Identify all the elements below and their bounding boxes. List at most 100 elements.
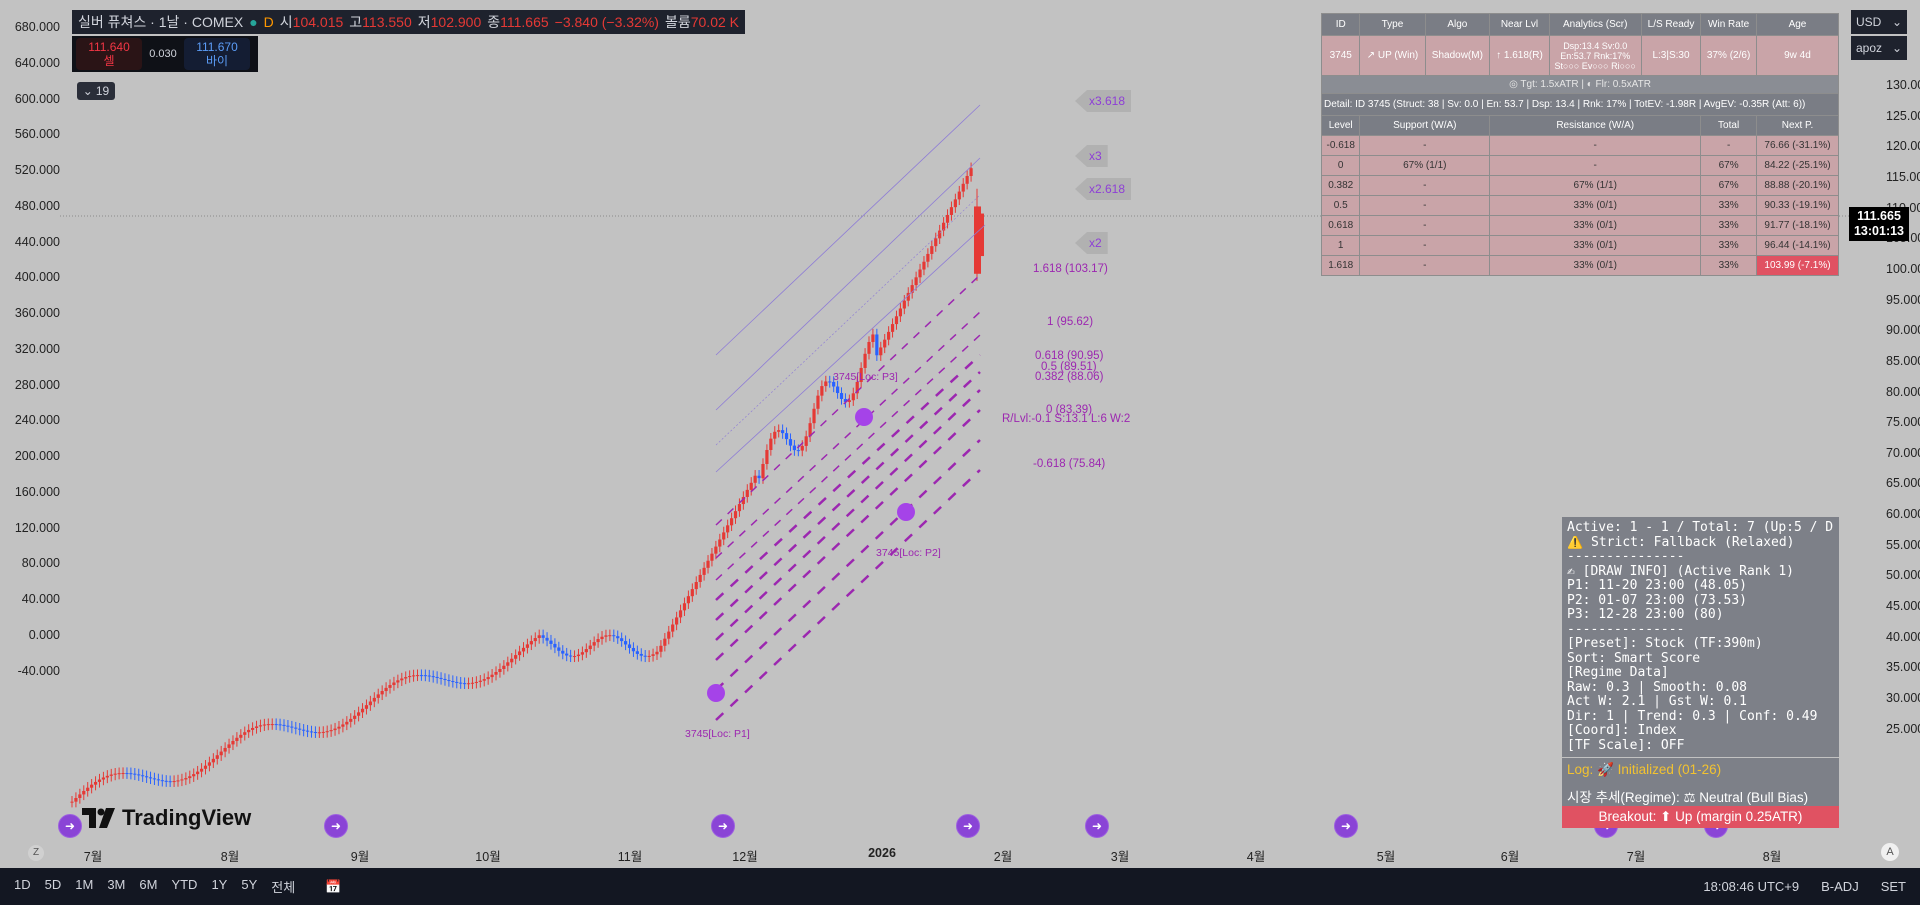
buy-button[interactable]: 111.670 바이 — [184, 38, 250, 70]
info-line: --------------- — [1567, 550, 1685, 564]
candle-body — [419, 675, 424, 677]
close-value: 111.665 — [500, 14, 549, 30]
currency-select[interactable]: USD ⌄ — [1851, 10, 1907, 34]
sell-button[interactable]: 111.640 셀 — [76, 38, 142, 70]
candle-body — [502, 665, 506, 670]
script-select[interactable]: apoz ⌄ — [1851, 36, 1907, 60]
clock[interactable]: 18:08:46 UTC+9 — [1703, 879, 1800, 894]
auto-scale-button[interactable]: A — [1881, 843, 1899, 861]
right-axis-tick: 100.000 — [1886, 261, 1920, 276]
candle-body — [545, 637, 549, 641]
candle-body — [918, 269, 922, 278]
candle-body — [227, 744, 231, 748]
compare-date-range-icon[interactable]: 📅 — [325, 878, 342, 894]
level-cell: 33% (0/1) — [1489, 235, 1702, 256]
fib-level-label: 0.618 (90.95) — [1035, 350, 1104, 362]
table-header-cell: Win Rate — [1700, 13, 1757, 36]
chevron-down-icon: ⌄ — [1891, 15, 1902, 29]
candle-body — [325, 731, 329, 733]
candle-body — [706, 560, 710, 568]
event-marker-icon[interactable]: ➜ — [58, 814, 82, 838]
chart-area[interactable]: 680.000 640.000 600.000 560.000 520.000 480.0… — [0, 0, 1920, 868]
channel-line — [715, 389, 981, 641]
indicators-toggle-button[interactable]: ⌄ 19 — [77, 82, 115, 100]
candle-body — [588, 645, 592, 650]
timeframe-button[interactable]: 1D — [14, 877, 31, 892]
candle-body — [663, 638, 667, 646]
candle-body — [156, 779, 160, 781]
candle-body — [86, 787, 90, 791]
candle-body — [294, 727, 298, 729]
candle-body — [616, 636, 620, 639]
pivot-point — [707, 684, 725, 702]
level-cell: - — [1359, 195, 1491, 216]
fib-level-label: 0 (83.39) — [1046, 404, 1093, 416]
left-axis-tick: 440.000 — [14, 234, 60, 249]
extension-line — [715, 194, 981, 446]
candle-body — [941, 222, 946, 231]
candle-body — [298, 728, 302, 730]
level-cell: 67% (1/1) — [1359, 155, 1491, 176]
level-cell: 67% — [1700, 155, 1757, 176]
level-cell: 1.618 — [1320, 255, 1361, 276]
session-button[interactable]: SET — [1880, 879, 1906, 894]
event-marker-icon[interactable]: ➜ — [324, 814, 348, 838]
candle-body — [451, 681, 455, 683]
detail-row: Detail: ID 3745 (Struct: 38 | Sv: 0.0 | … — [1321, 93, 1839, 116]
extension-label: x3 — [1075, 145, 1108, 167]
timeframe-button[interactable]: 5D — [44, 877, 62, 892]
candle-body — [455, 681, 459, 683]
event-marker-icon[interactable]: ➜ — [711, 814, 735, 838]
candle-body — [887, 331, 891, 340]
candle-body — [262, 724, 266, 726]
timeframe-button[interactable]: 전체 — [271, 880, 296, 895]
candle-body — [443, 678, 447, 681]
timeframe-button[interactable]: 1M — [75, 877, 94, 892]
right-axis-tick: 30.000 — [1886, 691, 1920, 705]
zoom-toggle-button[interactable]: Z — [28, 845, 44, 861]
candle-body — [553, 643, 557, 648]
timeframe-button[interactable]: 3M — [107, 877, 126, 892]
tradingview-logo[interactable]: TradingView — [82, 805, 251, 831]
candle-body — [376, 694, 380, 698]
channel-line — [715, 371, 981, 621]
timeframe-button[interactable]: YTD — [171, 877, 198, 892]
volume-label: 볼륨 — [664, 14, 691, 30]
candle-body — [569, 655, 573, 657]
cell-ready: L:3|S:30 — [1640, 35, 1702, 76]
candle-body — [824, 381, 828, 387]
candle-body — [855, 381, 859, 394]
target-row: ◎ Tgt: 1.5xATR | ◐ Flr: 0.5xATR — [1321, 75, 1839, 94]
extension-line — [715, 104, 981, 356]
open-label: 시 — [279, 14, 293, 30]
info-line: [Preset]: Stock (TF:390m) — [1567, 637, 1763, 651]
low-label: 저 — [417, 14, 431, 30]
draw-info-panel: Active: 1 - 1 / Total: 7 (Up:5 / Dn:0)⚠️… — [1562, 517, 1839, 757]
cell-age: 9w 4d — [1755, 35, 1840, 76]
timeframe-button[interactable]: 1Y — [211, 877, 228, 892]
time-axis-tick: 9월 — [350, 850, 370, 864]
left-axis-tick: 200.000 — [14, 449, 60, 463]
volume-value: 70.02 K — [690, 14, 739, 30]
timeframe-button[interactable]: 6M — [139, 877, 158, 892]
candle-body — [930, 246, 934, 254]
level-cell: - — [1359, 135, 1491, 156]
timeframe-button[interactable]: 5Y — [241, 877, 258, 892]
candle-body — [608, 635, 612, 637]
candle-body — [258, 725, 263, 727]
event-marker-icon[interactable]: ➜ — [956, 814, 980, 838]
price-plot[interactable] — [0, 0, 1920, 868]
table-header-cell: ID — [1320, 13, 1361, 36]
symbol-legend[interactable]: 실버 퓨쳐스 · 1날 · COMEX ● D 시104.015 고113.55… — [72, 10, 745, 34]
level-cell: 88.88 (-20.1%) — [1755, 175, 1840, 196]
candle-body — [148, 777, 153, 779]
adjustment-button[interactable]: B-ADJ — [1821, 879, 1859, 894]
candle-body — [290, 726, 294, 728]
symbol-name[interactable]: 실버 퓨쳐스 · 1날 · COMEX — [78, 14, 244, 30]
candle-body — [671, 624, 675, 632]
cell-algo: Shadow(M) — [1424, 35, 1491, 76]
currency-label: USD — [1856, 15, 1882, 29]
level-cell: - — [1359, 175, 1491, 196]
event-marker-icon[interactable]: ➜ — [1085, 814, 1109, 838]
event-marker-icon[interactable]: ➜ — [1334, 814, 1358, 838]
